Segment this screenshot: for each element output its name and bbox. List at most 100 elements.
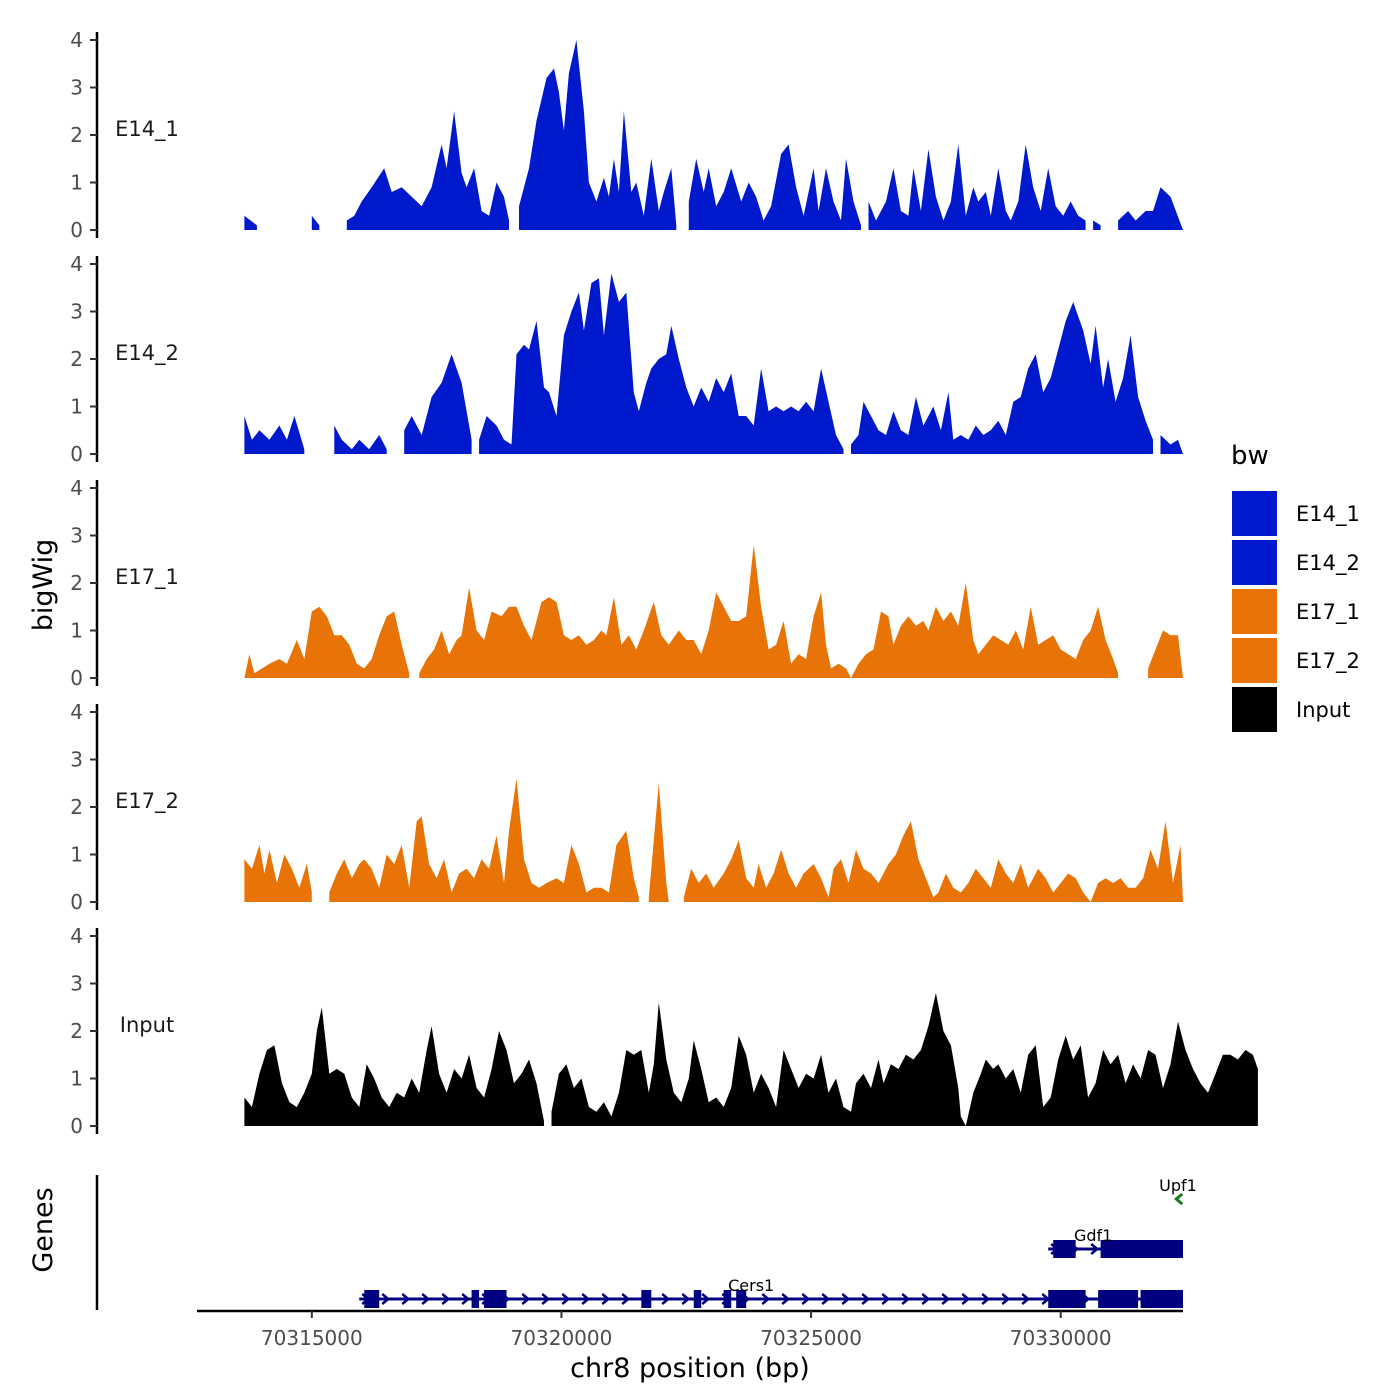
legend-swatch <box>1232 589 1277 634</box>
coverage-area <box>244 215 257 230</box>
panel-E14_1: 0 1 2 3 4 E14_1 <box>70 28 1183 242</box>
legend-swatch <box>1232 638 1277 683</box>
y-tick-label: 1 <box>70 395 83 419</box>
legend-label: E14_2 <box>1296 551 1360 576</box>
legend-label: E17_1 <box>1296 600 1360 625</box>
coverage-area <box>851 302 1153 454</box>
legend-item-input: Input <box>1232 687 1350 732</box>
coverage-area <box>648 783 669 902</box>
y-tick-label: 4 <box>70 700 83 724</box>
gene-exon <box>723 1290 732 1308</box>
gene-upf1: Upf1 <box>1159 1176 1197 1206</box>
legend-label: E17_2 <box>1296 649 1360 674</box>
panel-E17_1: 0 1 2 3 4 E17_1 <box>70 476 1183 690</box>
y-tick-label: 0 <box>70 1114 83 1138</box>
track-label: E17_2 <box>115 789 179 814</box>
legend-items: E14_1 E14_2 E17_1 E17_2 Input <box>1232 491 1360 732</box>
strand-chevron <box>1021 1293 1031 1305</box>
y-tick-label: 4 <box>70 28 83 52</box>
x-tick-label: 70330000 <box>1010 1326 1112 1350</box>
y-tick-label: 4 <box>70 252 83 276</box>
coverage-area <box>551 993 1258 1126</box>
legend-label: Input <box>1296 698 1350 722</box>
strand-chevron <box>1001 1293 1011 1305</box>
y-tick-label: 0 <box>70 442 83 466</box>
y-tick-label: 1 <box>70 1067 83 1091</box>
y-tick-label: 2 <box>70 347 83 371</box>
y-tick-label: 2 <box>70 571 83 595</box>
strand-chevron <box>1090 1243 1100 1255</box>
y-tick-label: 1 <box>70 171 83 195</box>
gene-exon <box>484 1290 507 1308</box>
gene-exon <box>1100 1240 1183 1258</box>
legend-title: bw <box>1231 441 1269 471</box>
coverage-area <box>244 606 410 678</box>
strand-chevron <box>581 1293 591 1305</box>
track-label: E14_1 <box>115 117 179 142</box>
strand-chevron <box>841 1293 851 1305</box>
legend-swatch <box>1232 491 1277 536</box>
y-tick-label: 0 <box>70 890 83 914</box>
coverage-area <box>1148 630 1183 678</box>
gene-exon <box>641 1290 652 1308</box>
y-tick-label: 3 <box>70 972 83 996</box>
strand-chevron <box>961 1293 971 1305</box>
gene-cers1: Cers1 <box>359 1276 1183 1308</box>
coverage-area <box>1118 187 1183 230</box>
strand-chevron <box>401 1293 411 1305</box>
gene-exon <box>1048 1290 1086 1308</box>
strand-chevron <box>621 1293 631 1305</box>
coverage-area <box>868 144 1086 230</box>
strand-chevron <box>801 1293 811 1305</box>
legend-item-e14_1: E14_1 <box>1232 491 1360 536</box>
gene-exon <box>1098 1290 1139 1308</box>
strand-chevron <box>461 1293 471 1305</box>
x-axis-title: chr8 position (bp) <box>570 1353 810 1384</box>
x-tick-label: 70315000 <box>261 1326 363 1350</box>
strand-chevron <box>981 1293 991 1305</box>
x-axis-ticks: 70315000 70320000 70325000 70330000 <box>261 1311 1112 1350</box>
legend-swatch <box>1232 540 1277 585</box>
gene-models: Cers1 Gdf1 Upf1 <box>359 1176 1197 1308</box>
strand-chevron <box>701 1293 711 1305</box>
y-tick-label: 3 <box>70 748 83 772</box>
y-tick-label: 3 <box>70 76 83 100</box>
strand-chevron <box>561 1293 571 1305</box>
strand-chevron <box>521 1293 531 1305</box>
coverage-area <box>1160 435 1183 454</box>
coverage-area <box>1093 220 1101 230</box>
coverage-area <box>683 821 1183 902</box>
coverage-area <box>244 1007 544 1126</box>
coverage-area <box>244 845 312 902</box>
y-tick-label: 4 <box>70 924 83 948</box>
track-label: E17_1 <box>115 565 179 590</box>
y-tick-label: 2 <box>70 795 83 819</box>
legend: bw E14_1 E14_2 E17_1 E17_2 Input <box>1231 441 1360 732</box>
coverage-area <box>329 778 639 902</box>
legend-item-e17_2: E17_2 <box>1232 638 1360 683</box>
gene-exon <box>693 1290 702 1308</box>
y-tick-label: 2 <box>70 123 83 147</box>
coverage-area <box>346 111 509 230</box>
strand-chevron <box>601 1293 611 1305</box>
strand-chevron <box>881 1293 891 1305</box>
panel-Input: 0 1 2 3 4 Input <box>70 924 1258 1138</box>
coverage-panels: 0 1 2 3 4 E14_1 0 1 2 3 4 E14_2 0 1 2 3 4 E17_1 0 1 2 3 4 E17_2… <box>70 28 1258 1138</box>
legend-item-e17_1: E17_1 <box>1232 589 1360 634</box>
y-tick-label: 0 <box>70 666 83 690</box>
y-tick-label: 1 <box>70 843 83 867</box>
coverage-area <box>334 425 387 454</box>
legend-label: E14_1 <box>1296 502 1360 527</box>
coverage-area <box>311 215 320 230</box>
gene-exon <box>1053 1240 1076 1258</box>
track-label: Input <box>120 1013 174 1037</box>
track-label: E14_2 <box>115 341 179 366</box>
coverage-area <box>419 545 1119 678</box>
strand-chevron <box>861 1293 871 1305</box>
gene-label: Cers1 <box>728 1276 774 1295</box>
y-tick-label: 0 <box>70 218 83 242</box>
panel-E14_2: 0 1 2 3 4 E14_2 <box>70 252 1183 466</box>
strand-chevron <box>541 1293 551 1305</box>
gene-exon <box>471 1290 480 1308</box>
